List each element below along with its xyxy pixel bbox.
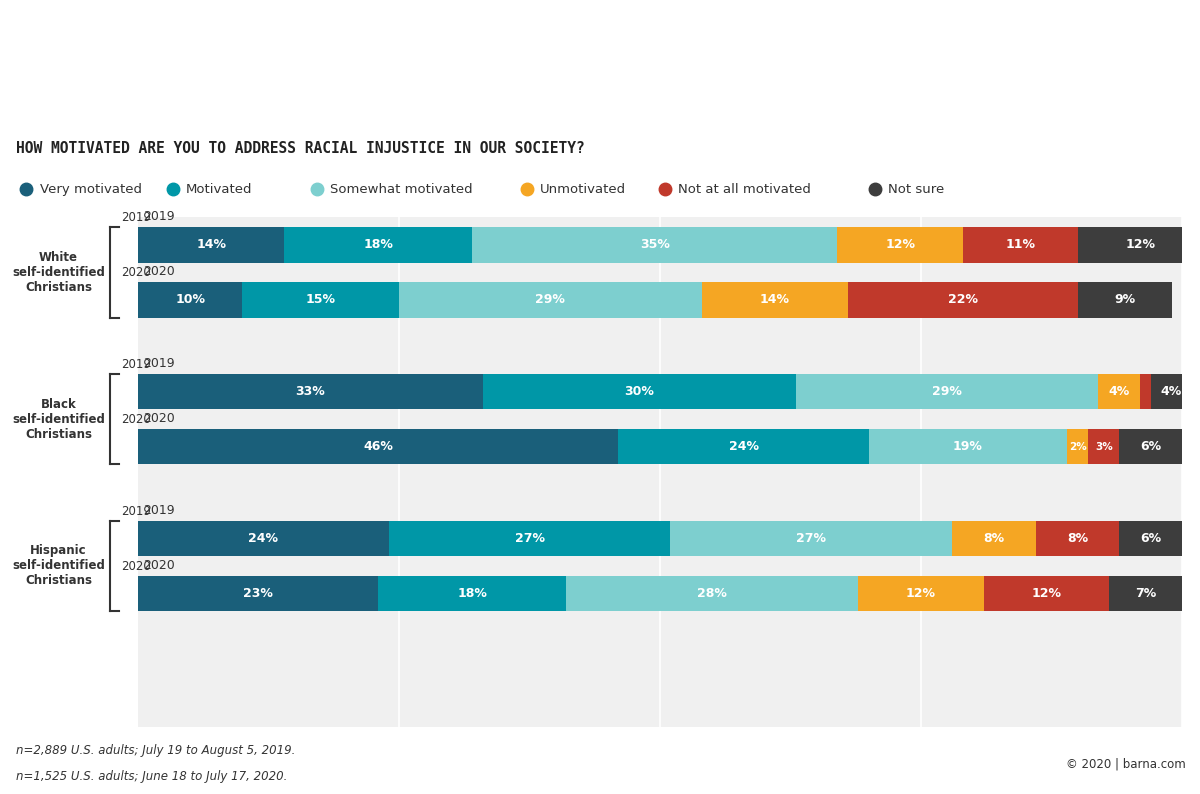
Bar bbox=[618, 429, 869, 464]
Text: TO ADDRESS RACIAL INJUSTICE, BY ETHNICITY: TO ADDRESS RACIAL INJUSTICE, BY ETHNICIT… bbox=[19, 79, 848, 111]
Text: 29%: 29% bbox=[932, 385, 962, 398]
Text: 2020: 2020 bbox=[121, 560, 151, 572]
Text: 28%: 28% bbox=[697, 587, 727, 600]
Text: 30%: 30% bbox=[624, 385, 654, 398]
Text: 2019: 2019 bbox=[143, 357, 175, 370]
Bar bbox=[953, 521, 1036, 557]
Text: 9%: 9% bbox=[1114, 293, 1135, 306]
Text: 2020: 2020 bbox=[143, 265, 175, 279]
Text: 3%: 3% bbox=[1094, 441, 1112, 452]
Text: 12%: 12% bbox=[886, 238, 916, 251]
Text: 27%: 27% bbox=[797, 532, 827, 545]
Bar bbox=[1036, 521, 1120, 557]
Bar bbox=[1120, 521, 1182, 557]
Text: 2019: 2019 bbox=[121, 504, 151, 518]
Text: 2019: 2019 bbox=[121, 358, 151, 371]
Text: 2020: 2020 bbox=[121, 413, 151, 426]
Bar bbox=[796, 374, 1098, 410]
Bar bbox=[962, 227, 1078, 263]
Bar bbox=[702, 282, 848, 318]
Text: Very motivated: Very motivated bbox=[40, 183, 142, 196]
Text: 10%: 10% bbox=[175, 293, 205, 306]
Text: 24%: 24% bbox=[728, 440, 758, 453]
Bar bbox=[848, 282, 1078, 318]
Bar bbox=[838, 227, 962, 263]
Text: 29%: 29% bbox=[535, 293, 565, 306]
Bar bbox=[858, 576, 984, 611]
Bar bbox=[671, 521, 953, 557]
Text: 2020: 2020 bbox=[143, 559, 175, 572]
Bar bbox=[1078, 227, 1200, 263]
Bar bbox=[1151, 374, 1193, 410]
Text: 8%: 8% bbox=[984, 532, 1004, 545]
Text: White
self-identified
Christians: White self-identified Christians bbox=[12, 251, 104, 294]
Text: 11%: 11% bbox=[1006, 238, 1036, 251]
Text: 6%: 6% bbox=[1140, 440, 1162, 453]
Text: 12%: 12% bbox=[1126, 238, 1156, 251]
Text: Not at all motivated: Not at all motivated bbox=[678, 183, 811, 196]
Text: 18%: 18% bbox=[364, 238, 394, 251]
Text: 23%: 23% bbox=[244, 587, 272, 600]
Text: 14%: 14% bbox=[760, 293, 790, 306]
Bar bbox=[869, 429, 1067, 464]
Bar bbox=[389, 521, 671, 557]
Bar bbox=[472, 227, 838, 263]
Bar bbox=[398, 282, 702, 318]
Bar bbox=[1098, 374, 1140, 410]
Text: 2019: 2019 bbox=[143, 504, 175, 517]
Text: 4%: 4% bbox=[1160, 385, 1182, 398]
Text: n=2,889 U.S. adults; July 19 to August 5, 2019.: n=2,889 U.S. adults; July 19 to August 5… bbox=[16, 744, 295, 757]
Bar bbox=[1120, 429, 1182, 464]
Bar bbox=[1078, 282, 1171, 318]
Text: Black
self-identified
Christians: Black self-identified Christians bbox=[12, 398, 104, 441]
Bar bbox=[138, 429, 618, 464]
Text: 2%: 2% bbox=[1069, 441, 1086, 452]
Bar bbox=[1067, 429, 1088, 464]
Text: SELF-IDENTIFIED CHRISTIANS' CURRENT MOTIVATION: SELF-IDENTIFIED CHRISTIANS' CURRENT MOTI… bbox=[19, 25, 977, 56]
Text: 6%: 6% bbox=[1140, 532, 1162, 545]
Text: Hispanic
self-identified
Christians: Hispanic self-identified Christians bbox=[12, 545, 104, 588]
Bar bbox=[1088, 429, 1120, 464]
Bar bbox=[242, 282, 398, 318]
Text: 12%: 12% bbox=[1031, 587, 1061, 600]
Text: 12%: 12% bbox=[906, 587, 936, 600]
Text: 19%: 19% bbox=[953, 440, 983, 453]
Text: 7%: 7% bbox=[1135, 587, 1156, 600]
Text: 2020: 2020 bbox=[121, 266, 151, 279]
Bar bbox=[284, 227, 472, 263]
Text: 2020: 2020 bbox=[143, 412, 175, 426]
Text: Unmotivated: Unmotivated bbox=[540, 183, 626, 196]
Bar bbox=[378, 576, 566, 611]
Text: Somewhat motivated: Somewhat motivated bbox=[330, 183, 473, 196]
Text: Motivated: Motivated bbox=[186, 183, 252, 196]
Text: © 2020 | barna.com: © 2020 | barna.com bbox=[1066, 757, 1186, 770]
Text: 33%: 33% bbox=[295, 385, 325, 398]
Text: 8%: 8% bbox=[1067, 532, 1088, 545]
Text: 14%: 14% bbox=[196, 238, 226, 251]
Bar bbox=[138, 374, 482, 410]
Bar bbox=[1109, 576, 1182, 611]
Bar bbox=[566, 576, 858, 611]
Text: 15%: 15% bbox=[306, 293, 336, 306]
Text: 27%: 27% bbox=[515, 532, 545, 545]
Text: 4%: 4% bbox=[1109, 385, 1130, 398]
Text: 24%: 24% bbox=[248, 532, 278, 545]
Text: 22%: 22% bbox=[948, 293, 978, 306]
Text: 2019: 2019 bbox=[121, 211, 151, 224]
Bar bbox=[984, 576, 1109, 611]
Text: Barna: Barna bbox=[1072, 47, 1190, 80]
Bar bbox=[1140, 374, 1151, 410]
Text: 46%: 46% bbox=[364, 440, 394, 453]
Text: HOW MOTIVATED ARE YOU TO ADDRESS RACIAL INJUSTICE IN OUR SOCIETY?: HOW MOTIVATED ARE YOU TO ADDRESS RACIAL … bbox=[16, 141, 584, 156]
Text: 35%: 35% bbox=[640, 238, 670, 251]
Bar bbox=[138, 227, 284, 263]
Text: 18%: 18% bbox=[457, 587, 487, 600]
Text: n=1,525 U.S. adults; June 18 to July 17, 2020.: n=1,525 U.S. adults; June 18 to July 17,… bbox=[16, 769, 287, 783]
Text: 2019: 2019 bbox=[143, 210, 175, 223]
Bar bbox=[138, 521, 389, 557]
Text: Not sure: Not sure bbox=[888, 183, 944, 196]
Bar bbox=[138, 282, 242, 318]
Bar bbox=[138, 576, 378, 611]
Bar bbox=[482, 374, 796, 410]
